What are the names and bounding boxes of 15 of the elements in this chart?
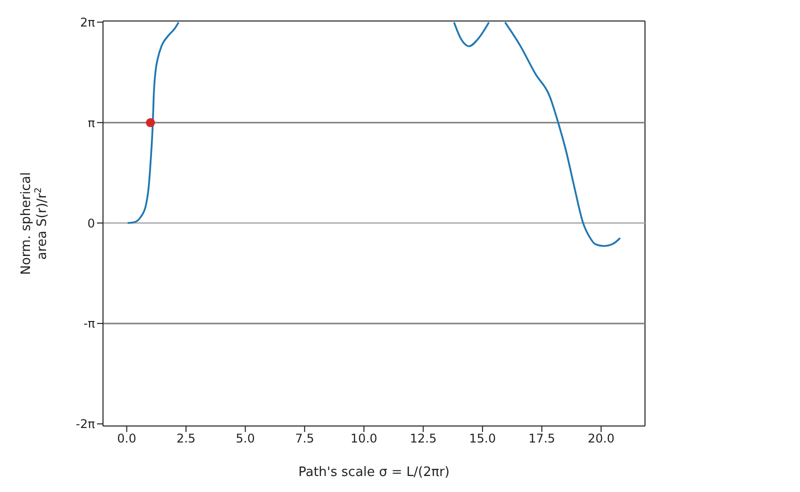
x-tick-label: 20.0 (588, 432, 614, 446)
y-tick-label: -2π (76, 417, 95, 432)
x-tick-label: 12.5 (410, 432, 437, 446)
y-tick-label: -π (83, 316, 95, 331)
y-tick-label: 2π (80, 15, 95, 30)
x-tick-label: 7.5 (295, 432, 314, 446)
y-tick-label: 0 (87, 216, 95, 230)
x-tick-label: 17.5 (528, 432, 556, 446)
y-tick-label: π (88, 116, 95, 130)
x-tick-label: 5.0 (236, 432, 255, 446)
x-tick-label: 2.5 (176, 432, 196, 446)
x-tick-label: 0.0 (117, 432, 136, 446)
x-axis-title: Path's scale σ = L/(2πr) (298, 465, 450, 480)
x-tick-label: 10.0 (350, 432, 378, 446)
x-tick-label: 15.0 (469, 432, 496, 446)
